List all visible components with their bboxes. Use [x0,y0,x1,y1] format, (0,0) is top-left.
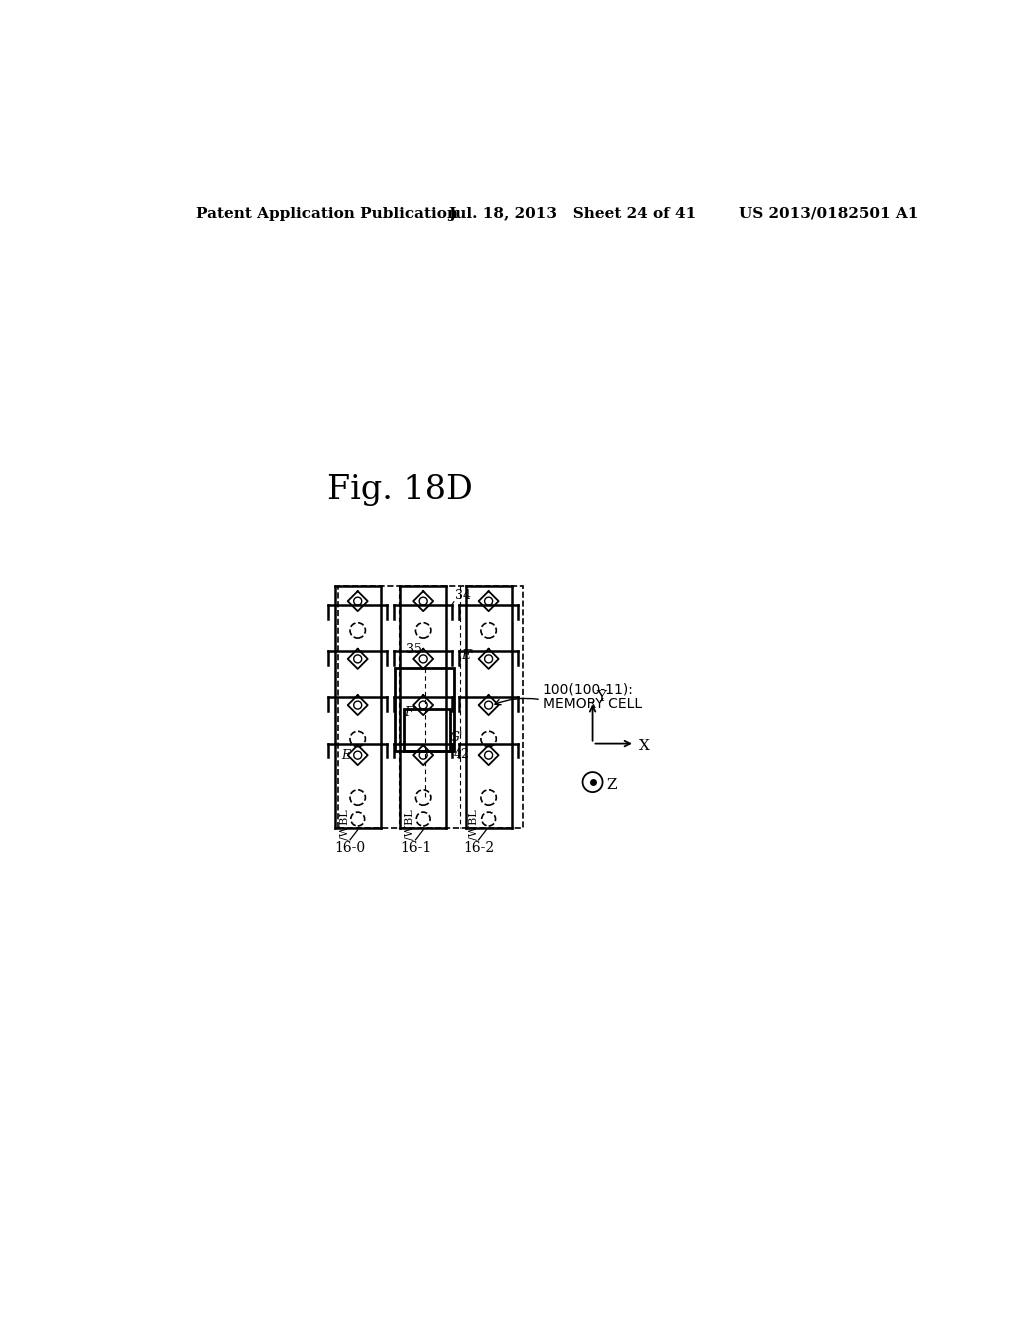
Text: 35: 35 [407,643,422,656]
Text: X: X [639,739,649,752]
Text: 16-1: 16-1 [399,841,431,854]
Bar [339,586,523,829]
Bar [394,668,454,751]
Text: /WBL: /WBL [468,809,478,840]
Text: 16-0: 16-0 [335,841,366,854]
Text: MEMORY CELL: MEMORY CELL [543,697,642,710]
Text: E: E [341,748,350,762]
Bar [403,709,451,751]
Text: US 2013/0182501 A1: US 2013/0182501 A1 [739,207,919,220]
Text: E': E' [462,648,474,661]
Text: Jul. 18, 2013   Sheet 24 of 41: Jul. 18, 2013 Sheet 24 of 41 [447,207,696,220]
Text: /WBL: /WBL [340,809,349,840]
Text: Patent Application Publication: Patent Application Publication [196,207,458,220]
Text: Fig. 18D: Fig. 18D [327,474,473,506]
Text: F': F' [404,706,417,719]
Text: 42: 42 [454,748,469,760]
Text: Y: Y [596,690,606,705]
Text: 34: 34 [456,589,471,602]
Text: Z: Z [606,779,616,792]
Text: G': G' [451,731,464,744]
Text: 100(100-11):: 100(100-11): [543,682,634,697]
Text: /WBL: /WBL [404,809,415,840]
Text: 16-2: 16-2 [463,841,495,854]
